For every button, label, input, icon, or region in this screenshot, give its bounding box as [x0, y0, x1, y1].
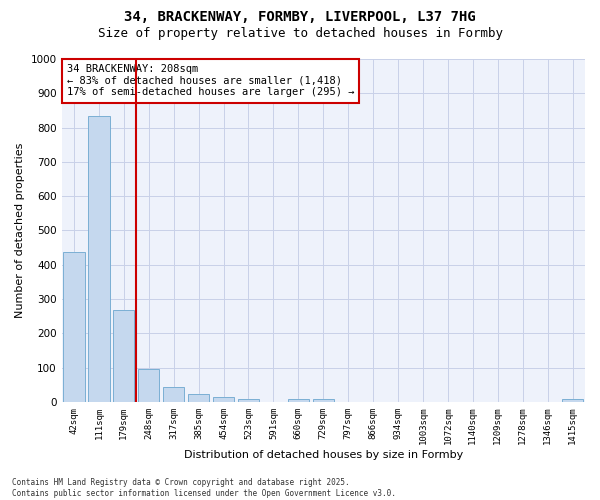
Bar: [64, 252, 85, 402]
Y-axis label: Number of detached properties: Number of detached properties: [15, 143, 25, 318]
Bar: [113, 310, 134, 402]
Bar: [88, 116, 110, 402]
X-axis label: Distribution of detached houses by size in Formby: Distribution of detached houses by size …: [184, 450, 463, 460]
Bar: [562, 399, 583, 402]
Bar: [163, 386, 184, 402]
Text: 34 BRACKENWAY: 208sqm
← 83% of detached houses are smaller (1,418)
17% of semi-d: 34 BRACKENWAY: 208sqm ← 83% of detached …: [67, 64, 354, 98]
Bar: [138, 368, 160, 402]
Bar: [213, 397, 234, 402]
Bar: [288, 398, 309, 402]
Text: Size of property relative to detached houses in Formby: Size of property relative to detached ho…: [97, 28, 503, 40]
Text: 34, BRACKENWAY, FORMBY, LIVERPOOL, L37 7HG: 34, BRACKENWAY, FORMBY, LIVERPOOL, L37 7…: [124, 10, 476, 24]
Bar: [238, 398, 259, 402]
Bar: [188, 394, 209, 402]
Bar: [313, 398, 334, 402]
Text: Contains HM Land Registry data © Crown copyright and database right 2025.
Contai: Contains HM Land Registry data © Crown c…: [12, 478, 396, 498]
